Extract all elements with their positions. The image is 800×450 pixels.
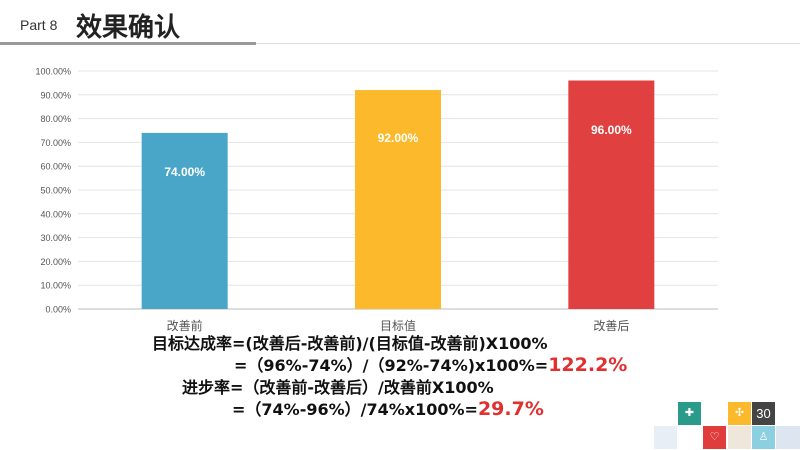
x-tick-label: 改善前 — [167, 318, 203, 333]
result-value: 122.2% — [548, 354, 628, 376]
data-label: 96.00% — [591, 123, 632, 137]
y-tick-label: 40.00% — [40, 209, 71, 219]
formula-line-4: =（74%-96%）/74%x100%=29.7% — [232, 396, 544, 420]
person-icon: ♙ — [752, 426, 775, 449]
x-tick-label: 改善后 — [593, 318, 629, 333]
part-label: Part 8 — [20, 17, 58, 33]
heart-icon: ♡ — [703, 426, 726, 449]
bar — [355, 90, 441, 309]
formula-line-3: 进步率=（改善前-改善后）/改善前X100% — [182, 378, 494, 397]
bar — [568, 80, 655, 310]
patient-photo — [728, 426, 751, 449]
title-underline — [0, 42, 256, 45]
y-tick-label: 60.00% — [40, 162, 71, 172]
pills-icon: ✣ — [728, 402, 751, 425]
data-label: 92.00% — [378, 131, 419, 145]
y-tick-label: 70.00% — [40, 138, 71, 148]
page-title: 效果确认 — [76, 13, 181, 43]
formula-text: =（96%-74%）/（92%-74%)x100%= — [234, 356, 549, 375]
decor-tile — [776, 426, 800, 449]
doctors-photo — [654, 426, 677, 449]
result-value: 29.7% — [477, 398, 544, 420]
x-tick-label: 目标值 — [380, 318, 416, 333]
y-tick-label: 20.00% — [40, 257, 71, 267]
bar — [141, 132, 228, 309]
medical-kit-icon: ✚ — [678, 402, 701, 425]
page-number: 30 — [752, 402, 775, 425]
y-tick-label: 0.00% — [45, 305, 71, 315]
y-tick-label: 90.00% — [40, 90, 71, 100]
y-tick-label: 10.00% — [40, 281, 71, 291]
data-label: 74.00% — [164, 165, 205, 179]
y-tick-label: 30.00% — [40, 233, 71, 243]
formula-line-2: =（96%-74%）/（92%-74%)x100%=122.2% — [234, 352, 627, 376]
divider — [256, 43, 800, 44]
y-tick-label: 80.00% — [40, 114, 71, 124]
y-tick-label: 100.00% — [35, 67, 71, 77]
formula-text: =（74%-96%）/74%x100%= — [232, 400, 478, 419]
y-tick-label: 50.00% — [40, 186, 71, 196]
bar-chart: 0.00% 10.00% 20.00% 30.00% 40.00% 50.00% 60.00… — [35, 67, 718, 333]
formula-line-1: 目标达成率=(改善后-改善前)/(目标值-改善前)X100% — [152, 334, 548, 353]
